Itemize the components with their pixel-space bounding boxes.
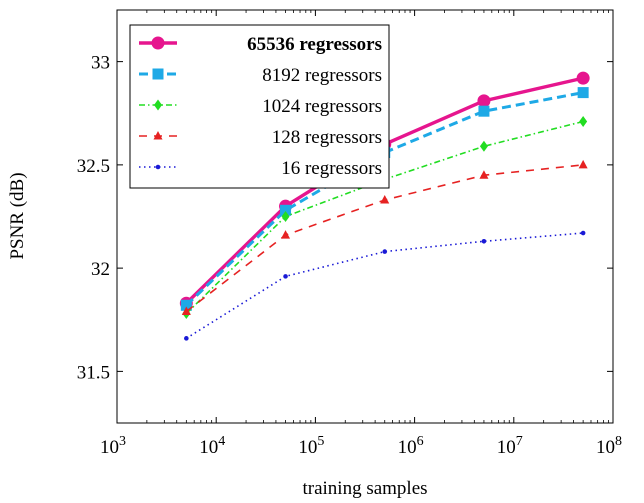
x-tick-label: 108	[596, 434, 622, 458]
legend-box	[129, 24, 390, 189]
legend-entry: 128 regressors	[139, 127, 382, 148]
data-point	[481, 238, 487, 244]
x-tick-label: 105	[298, 434, 324, 458]
legend-entry: 1024 regressors	[139, 96, 382, 117]
legend: 65536 regressors 8192 regressors 1024 regr…	[129, 24, 390, 189]
data-point	[578, 159, 588, 169]
legend-label: 128 regressors	[272, 127, 382, 148]
legend-marker	[155, 164, 161, 170]
plot-frame	[116, 9, 614, 424]
x-tick-label: 104	[199, 434, 225, 458]
data-point	[479, 140, 488, 152]
legend-marker	[153, 131, 163, 140]
legend-label: 1024 regressors	[262, 96, 382, 117]
data-point	[478, 105, 490, 117]
legend-marker	[154, 99, 162, 111]
axis-ticks: 103 104 105 106 107 108 31.5 32 32.5 33	[77, 10, 622, 458]
data-point	[280, 204, 292, 216]
x-axis-label: training samples	[302, 478, 427, 499]
data-point	[181, 306, 191, 315]
data-point	[380, 194, 390, 204]
series-line	[185, 232, 584, 340]
data-point	[580, 230, 586, 236]
data-point	[576, 71, 590, 85]
legend-entry: 65536 regressors	[139, 34, 382, 55]
data-point	[579, 116, 588, 128]
legend-marker	[151, 36, 165, 50]
series-3	[181, 159, 588, 315]
y-tick-label: 32.5	[77, 156, 110, 177]
data-point	[477, 94, 491, 108]
x-tick-label: 107	[497, 434, 523, 458]
y-tick-label: 32	[91, 259, 110, 280]
data-point	[180, 299, 192, 311]
legend-label: 16 regressors	[281, 158, 382, 179]
legend-marker	[152, 68, 164, 80]
legend-entry: 8192 regressors	[139, 65, 382, 86]
data-point	[479, 170, 489, 179]
legend-label: 8192 regressors	[262, 65, 382, 86]
data-point	[184, 336, 189, 341]
data-point	[382, 249, 388, 254]
y-axis-label: PSNR (dB)	[7, 172, 28, 259]
data-point	[281, 211, 290, 222]
x-tick-label: 106	[398, 434, 424, 458]
data-point	[577, 87, 589, 99]
data-point	[281, 230, 291, 239]
data-point	[283, 274, 288, 279]
x-tick-label: 103	[100, 434, 126, 458]
legend-entry: 16 regressors	[139, 158, 382, 179]
y-tick-label: 31.5	[77, 362, 110, 383]
legend-label: 65536 regressors	[247, 34, 382, 55]
series-4	[184, 230, 586, 341]
y-tick-label: 33	[91, 53, 110, 74]
